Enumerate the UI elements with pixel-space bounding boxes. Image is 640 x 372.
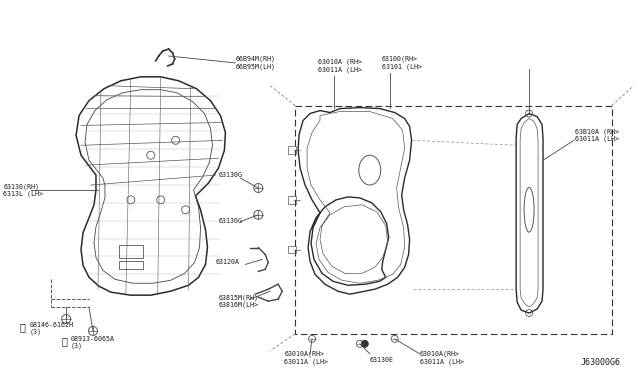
Text: 63130G: 63130G <box>218 172 243 178</box>
Text: Ⓝ: Ⓝ <box>61 336 67 346</box>
Text: 63010A(RH>
63011A (LH>: 63010A(RH> 63011A (LH> <box>284 351 328 365</box>
Text: 63130(RH)
6313L (LH>: 63130(RH) 6313L (LH> <box>3 183 44 197</box>
Bar <box>119 262 143 269</box>
Text: 63010A (RH>
63011A (LH>: 63010A (RH> 63011A (LH> <box>318 59 362 73</box>
Text: Ⓑ: Ⓑ <box>19 322 25 332</box>
Text: 63B10A (RH>
63011A (LH>: 63B10A (RH> 63011A (LH> <box>575 128 619 142</box>
Bar <box>288 246 296 253</box>
Circle shape <box>362 340 368 347</box>
Bar <box>288 146 296 154</box>
Text: 63130E: 63130E <box>370 357 394 363</box>
Text: 08146-6162H
(3): 08146-6162H (3) <box>29 322 73 336</box>
Bar <box>119 244 143 259</box>
Text: 63130G: 63130G <box>218 218 243 224</box>
Text: 63010A(RH>
63011A (LH>: 63010A(RH> 63011A (LH> <box>420 351 463 365</box>
Text: 63815M(RH)
63816M(LH>: 63815M(RH) 63816M(LH> <box>218 294 259 308</box>
Text: 63120A: 63120A <box>216 259 239 266</box>
Text: 63100(RH>
63101 (LH>: 63100(RH> 63101 (LH> <box>381 56 422 70</box>
Text: 08913-6065A
(3): 08913-6065A (3) <box>71 336 115 349</box>
Text: J63000G6: J63000G6 <box>580 357 621 367</box>
Text: 66B94M(RH)
66B95M(LH): 66B94M(RH) 66B95M(LH) <box>236 56 275 70</box>
Bar <box>288 196 296 204</box>
Bar <box>295 106 612 334</box>
